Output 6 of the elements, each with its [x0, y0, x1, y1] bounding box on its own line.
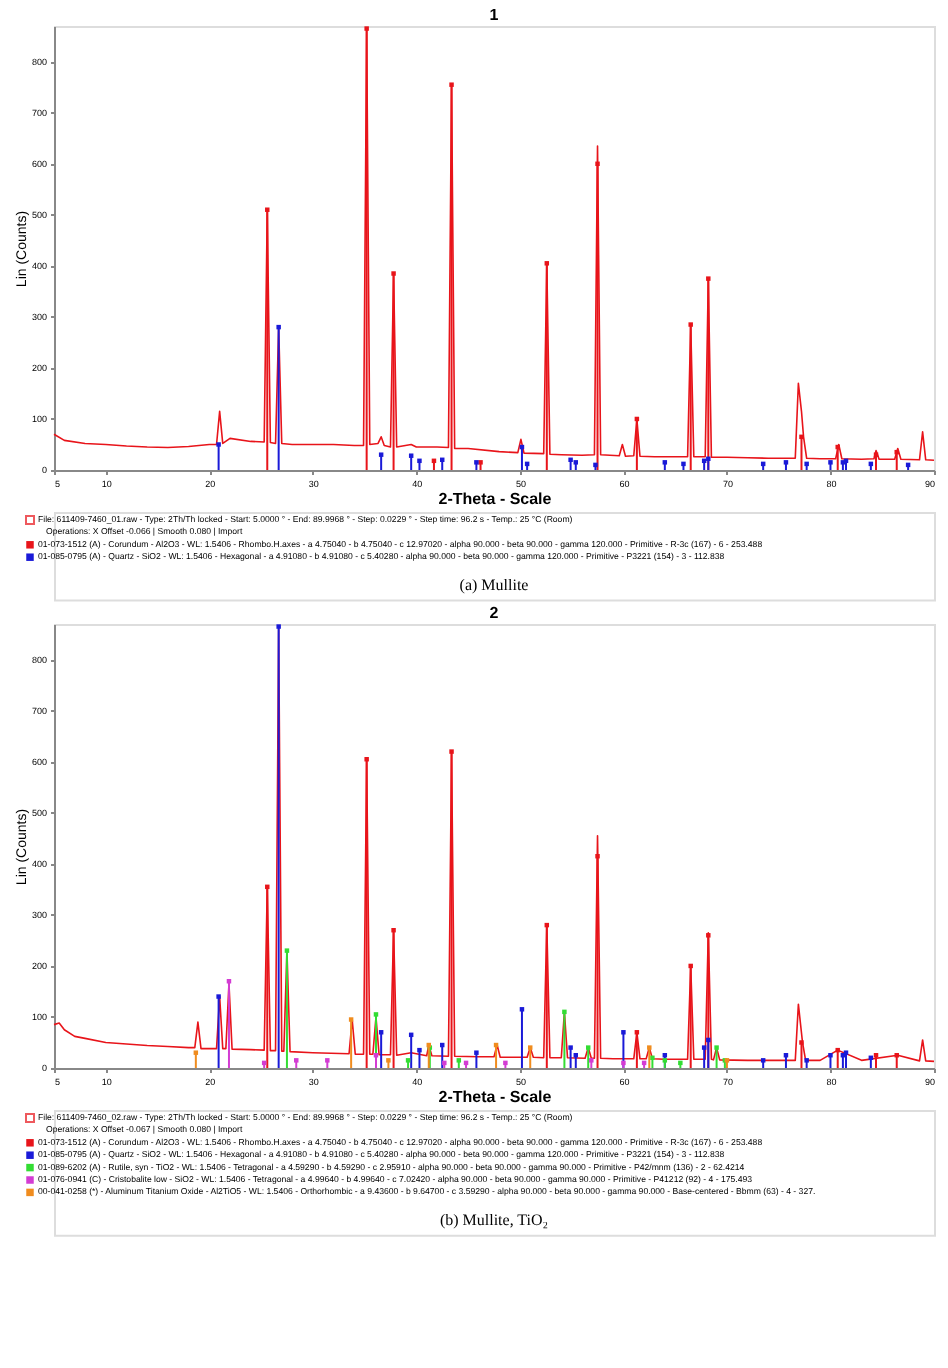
- text: (b) Mullite, TiO₂: [439, 1210, 549, 1229]
- text: (a) Mullite: [459, 575, 530, 594]
- x-axis-title: 2-Theta - Scale: [438, 1088, 553, 1106]
- chart-title: 1: [489, 6, 500, 24]
- chart-title: 2: [489, 604, 500, 622]
- x-axis-title: 2-Theta - Scale: [438, 490, 553, 508]
